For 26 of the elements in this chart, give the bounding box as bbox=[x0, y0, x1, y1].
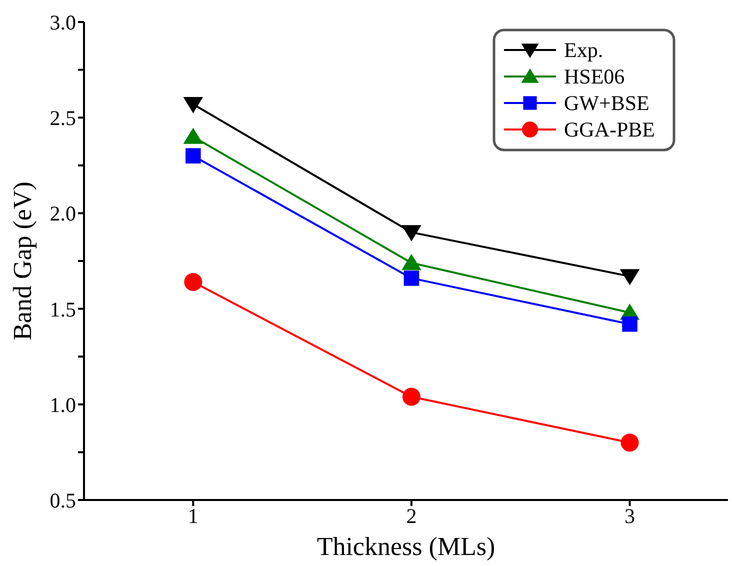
point bbox=[402, 388, 420, 406]
legend-label: GW+BSE bbox=[564, 91, 650, 115]
point bbox=[402, 225, 422, 242]
point bbox=[183, 128, 204, 144]
point bbox=[184, 273, 202, 292]
legend-label: GGA-PBE bbox=[564, 118, 656, 142]
point bbox=[622, 316, 638, 332]
legend-label: HSE06 bbox=[564, 64, 625, 88]
point bbox=[620, 269, 640, 286]
y-axis-title: Band Gap (eV) bbox=[8, 182, 38, 340]
y-tick-label: 2.0 bbox=[50, 202, 76, 226]
point bbox=[404, 270, 420, 286]
point bbox=[402, 254, 422, 270]
y-tick-label: 0.5 bbox=[50, 488, 76, 512]
y-tick-label: 1.0 bbox=[50, 392, 76, 417]
point bbox=[620, 434, 639, 452]
x-tick-label: 3 bbox=[624, 504, 636, 528]
y-tick-label: 1.5 bbox=[50, 297, 76, 322]
point bbox=[186, 148, 201, 164]
y-tick-label: 3.0 bbox=[50, 10, 76, 34]
x-axis-title: Thickness (MLs) bbox=[316, 532, 496, 561]
x-tick-label: 2 bbox=[406, 504, 417, 528]
y-tick-label: 2.5 bbox=[50, 106, 76, 130]
x-tick-label: 1 bbox=[188, 504, 198, 528]
point bbox=[183, 97, 204, 114]
legend-label: Exp. bbox=[564, 38, 604, 62]
